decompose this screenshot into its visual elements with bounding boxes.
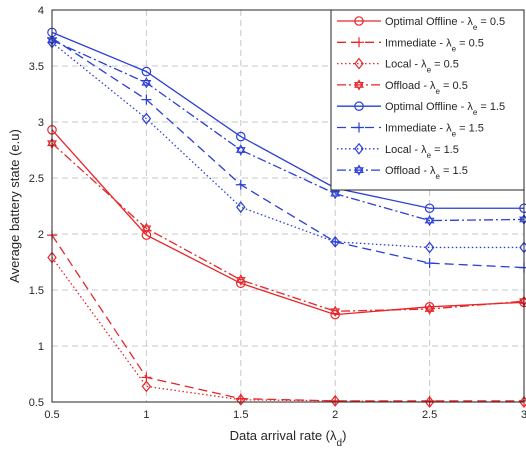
data-point [330,309,340,320]
legend: Optimal Offline - λe = 0.5 Immediate - λe… [330,9,525,191]
legend-marker [354,164,364,176]
plot-frame [51,9,525,403]
data-point-part [424,217,435,227]
data-point-part [141,222,152,232]
legend-marker [354,101,364,111]
data-point [141,112,152,125]
y-axis-label: Average battery state (e.u) [7,129,22,283]
data-point-part [235,274,246,283]
legend-entry: Immediate - λe = 1.5 [385,123,484,139]
series-line-6 [51,41,524,249]
data-point [235,179,246,190]
x-tick-label: 0.5 [44,409,59,421]
data-point [424,203,435,214]
data-point [236,393,246,406]
y-tick-label: 1 [38,341,44,353]
legend-entry: Local - λe = 1.5 [385,144,459,160]
data-point-part [141,225,152,235]
legend-entry: Optimal Offline - λe = 1.5 [385,101,505,117]
data-point [519,396,526,408]
data-point [141,94,152,105]
legend-marker [354,79,364,91]
data-point [141,77,152,89]
y-tick-label: 1.5 [29,285,44,297]
legend-marker [354,122,364,133]
series-line-0 [51,129,525,316]
data-point-part [330,190,341,200]
series-line-2 [51,257,524,403]
x-tick-label: 1 [143,409,149,421]
data-point-part [235,147,246,156]
legend-entry: Offload - λe = 1.5 [385,165,468,181]
y-tick-label: 0.5 [29,397,44,409]
legend-marker [354,37,364,48]
x-tick-label: 1.5 [233,409,248,421]
data-point-part [330,187,341,197]
x-tick-label: 2.5 [422,409,437,421]
data-point [424,241,435,254]
legend-marker-part [354,79,364,88]
legend-marker-part [354,164,364,173]
y-tick-label: 4 [38,5,44,17]
data-point-part [424,214,435,224]
data-point [235,274,246,286]
data-point-part [424,306,435,315]
legend-marker [354,142,364,155]
data-point-part [141,79,152,89]
legend-entry: Optimal Offline - λe = 0.5 [385,16,505,32]
data-point-part [141,77,152,86]
legend-entry: Local - λe = 0.5 [385,59,459,75]
legend-box [330,9,525,191]
data-point-part [235,277,246,286]
legend-marker-part [354,82,364,91]
legend-marker-part [354,167,364,176]
series-line-5 [51,37,525,269]
data-point [330,305,341,317]
data-point [424,303,435,315]
legend-marker [354,16,364,26]
data-point [141,222,152,235]
series-line-3 [51,142,525,312]
legend-entry: Immediate - λe = 0.5 [385,37,484,53]
series-line-4 [51,31,524,209]
series-line-1 [51,234,524,402]
data-point [330,187,341,200]
x-tick-label: 3 [521,409,526,421]
data-point [236,278,246,289]
data-point [424,214,435,227]
x-axis-label: Data arrival rate (λd) [230,428,347,449]
legend-entry: Offload - λe = 0.5 [385,80,468,96]
data-point [330,394,340,407]
x-tick-labels: 0.5 1 1.5 2 2.5 3 [44,409,526,421]
data-point-part [424,303,435,312]
y-tick-label: 2 [38,229,44,241]
data-point-part [235,144,246,153]
y-tick-label: 3 [38,117,44,129]
series-lines [51,31,525,403]
data-point [236,131,246,142]
data-point [235,144,246,156]
data-point [424,396,435,408]
data-point [236,201,246,214]
series-line-7 [51,39,525,222]
y-tick-labels: 0.5 1 1.5 2 2.5 3 3.5 4 [29,5,44,409]
data-point [141,66,152,77]
x-tick-label: 2 [332,409,338,421]
data-point-part [330,308,341,317]
y-tick-label: 2.5 [29,173,44,185]
data-point [141,380,152,393]
data-point [330,235,340,248]
data-point [424,258,435,269]
data-point-part [330,305,341,315]
legend-marker [354,57,364,70]
y-tick-label: 3.5 [29,61,44,73]
